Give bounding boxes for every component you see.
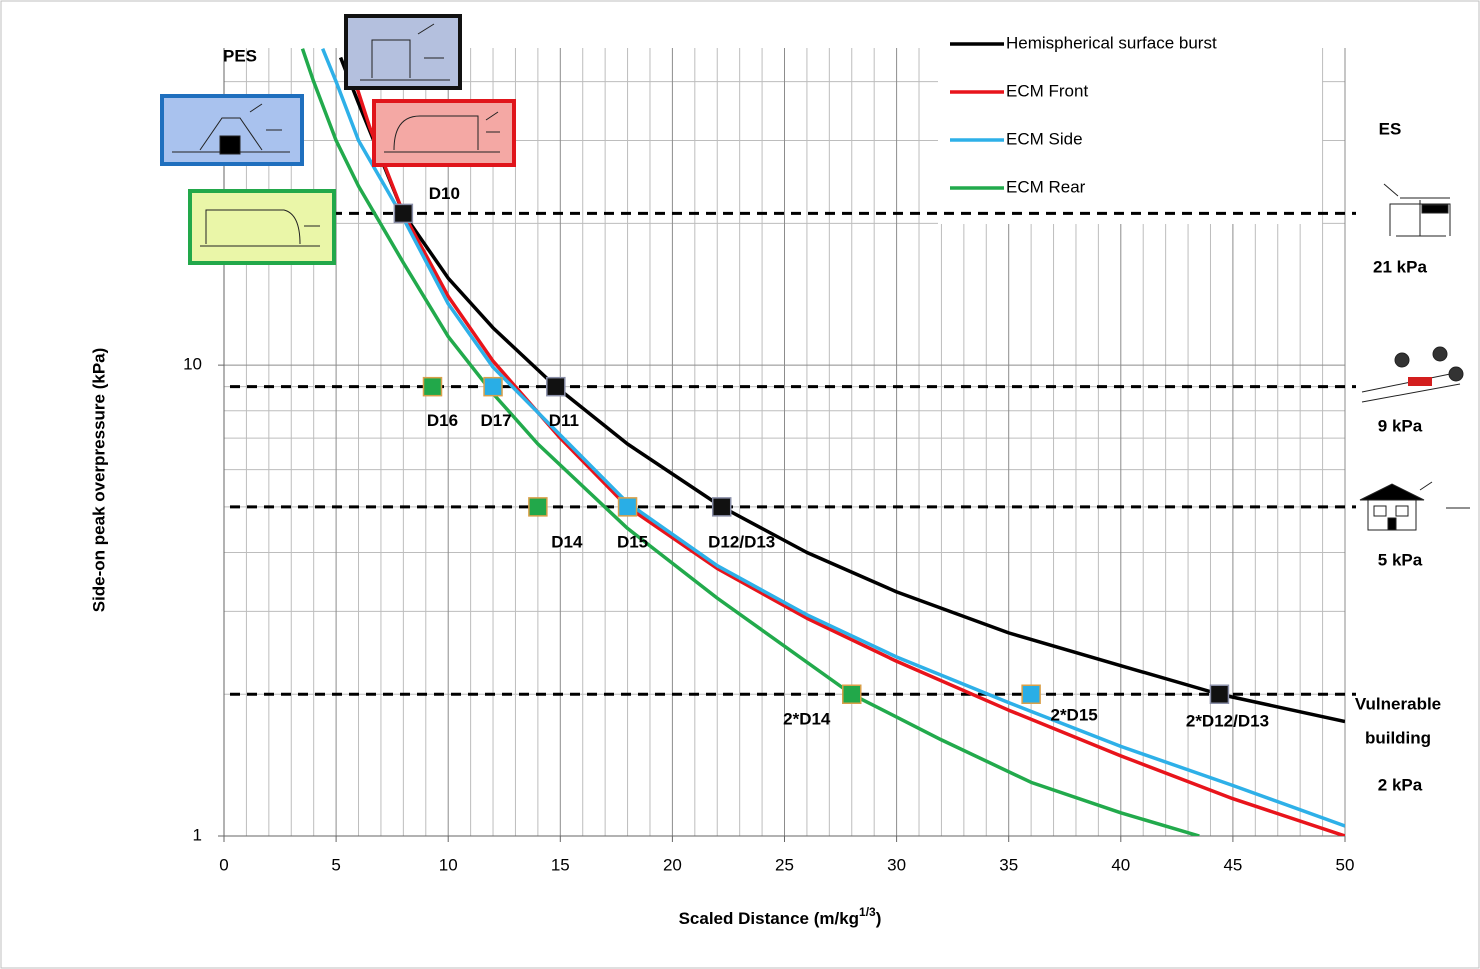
reference-note: Vulnerable <box>1355 694 1441 713</box>
marker-label: 2*D14 <box>783 710 831 729</box>
marker-label: D12/D13 <box>708 532 775 551</box>
reference-label: 9 kPa <box>1378 416 1423 435</box>
reference-label: 5 kPa <box>1378 550 1423 569</box>
reference-note: building <box>1365 728 1431 747</box>
legend-label: ECM Rear <box>1006 177 1086 196</box>
reference-label: 21 kPa <box>1373 257 1427 276</box>
x-tick-label: 20 <box>663 855 682 874</box>
x-tick-label: 35 <box>999 855 1018 874</box>
marker <box>483 376 503 397</box>
marker <box>422 376 443 397</box>
x-tick-label: 15 <box>551 855 570 874</box>
es-label: ES <box>1379 119 1402 138</box>
x-tick-label: 50 <box>1336 855 1355 874</box>
x-tick-label: 45 <box>1223 855 1242 874</box>
pes-icons <box>160 14 516 265</box>
marker-label: D10 <box>429 184 460 203</box>
series-line <box>345 57 1345 836</box>
x-tick-label: 40 <box>1111 855 1130 874</box>
y-axis-label: Side-on peak overpressure (kPa) <box>89 348 108 613</box>
marker-label: D16 <box>427 411 458 430</box>
grid <box>218 48 1346 842</box>
es-icons <box>1359 183 1470 531</box>
legend-label: ECM Side <box>1006 129 1083 148</box>
x-tick-label: 5 <box>331 855 340 874</box>
legend-label: Hemispherical surface burst <box>1006 33 1217 52</box>
x-axis-label-end: ) <box>876 909 882 928</box>
marker-label: D17 <box>480 411 511 430</box>
marker <box>1021 684 1041 705</box>
x-axis-label-main: Scaled Distance (m/kg <box>679 909 859 928</box>
x-axis-label-sup: 1/3 <box>859 905 876 919</box>
y-tick-label: 10 <box>183 355 202 374</box>
marker-label: 2*D15 <box>1050 706 1097 725</box>
marker <box>528 497 548 517</box>
marker-label: 2*D12/D13 <box>1186 712 1269 731</box>
reference-label: 2 kPa <box>1378 775 1423 794</box>
marker <box>617 497 638 517</box>
x-tick-label: 25 <box>775 855 794 874</box>
marker-label: D15 <box>617 532 648 551</box>
x-tick-label: 30 <box>887 855 906 874</box>
marker-label: D11 <box>549 411 579 430</box>
marker <box>1209 684 1230 705</box>
marker <box>711 497 732 517</box>
series-line <box>300 48 1200 836</box>
plot: 0 5 10 15 20 25 30 35 40 45 50 1 10 21 kPa 9 kPa 5 kPa 2… <box>183 33 1441 874</box>
pes-label: PES <box>223 46 257 65</box>
y-tick-label: 1 <box>193 825 202 844</box>
marker-label: D14 <box>551 532 583 551</box>
legend-bg <box>938 24 1322 224</box>
marker <box>842 684 862 705</box>
legend-label: ECM Front <box>1006 81 1088 100</box>
x-tick-label: 10 <box>439 855 458 874</box>
x-tick-label: 0 <box>219 855 228 874</box>
marker <box>546 376 566 397</box>
x-axis-label: Scaled Distance (m/kg1/3) <box>679 905 882 928</box>
marker <box>393 203 414 224</box>
